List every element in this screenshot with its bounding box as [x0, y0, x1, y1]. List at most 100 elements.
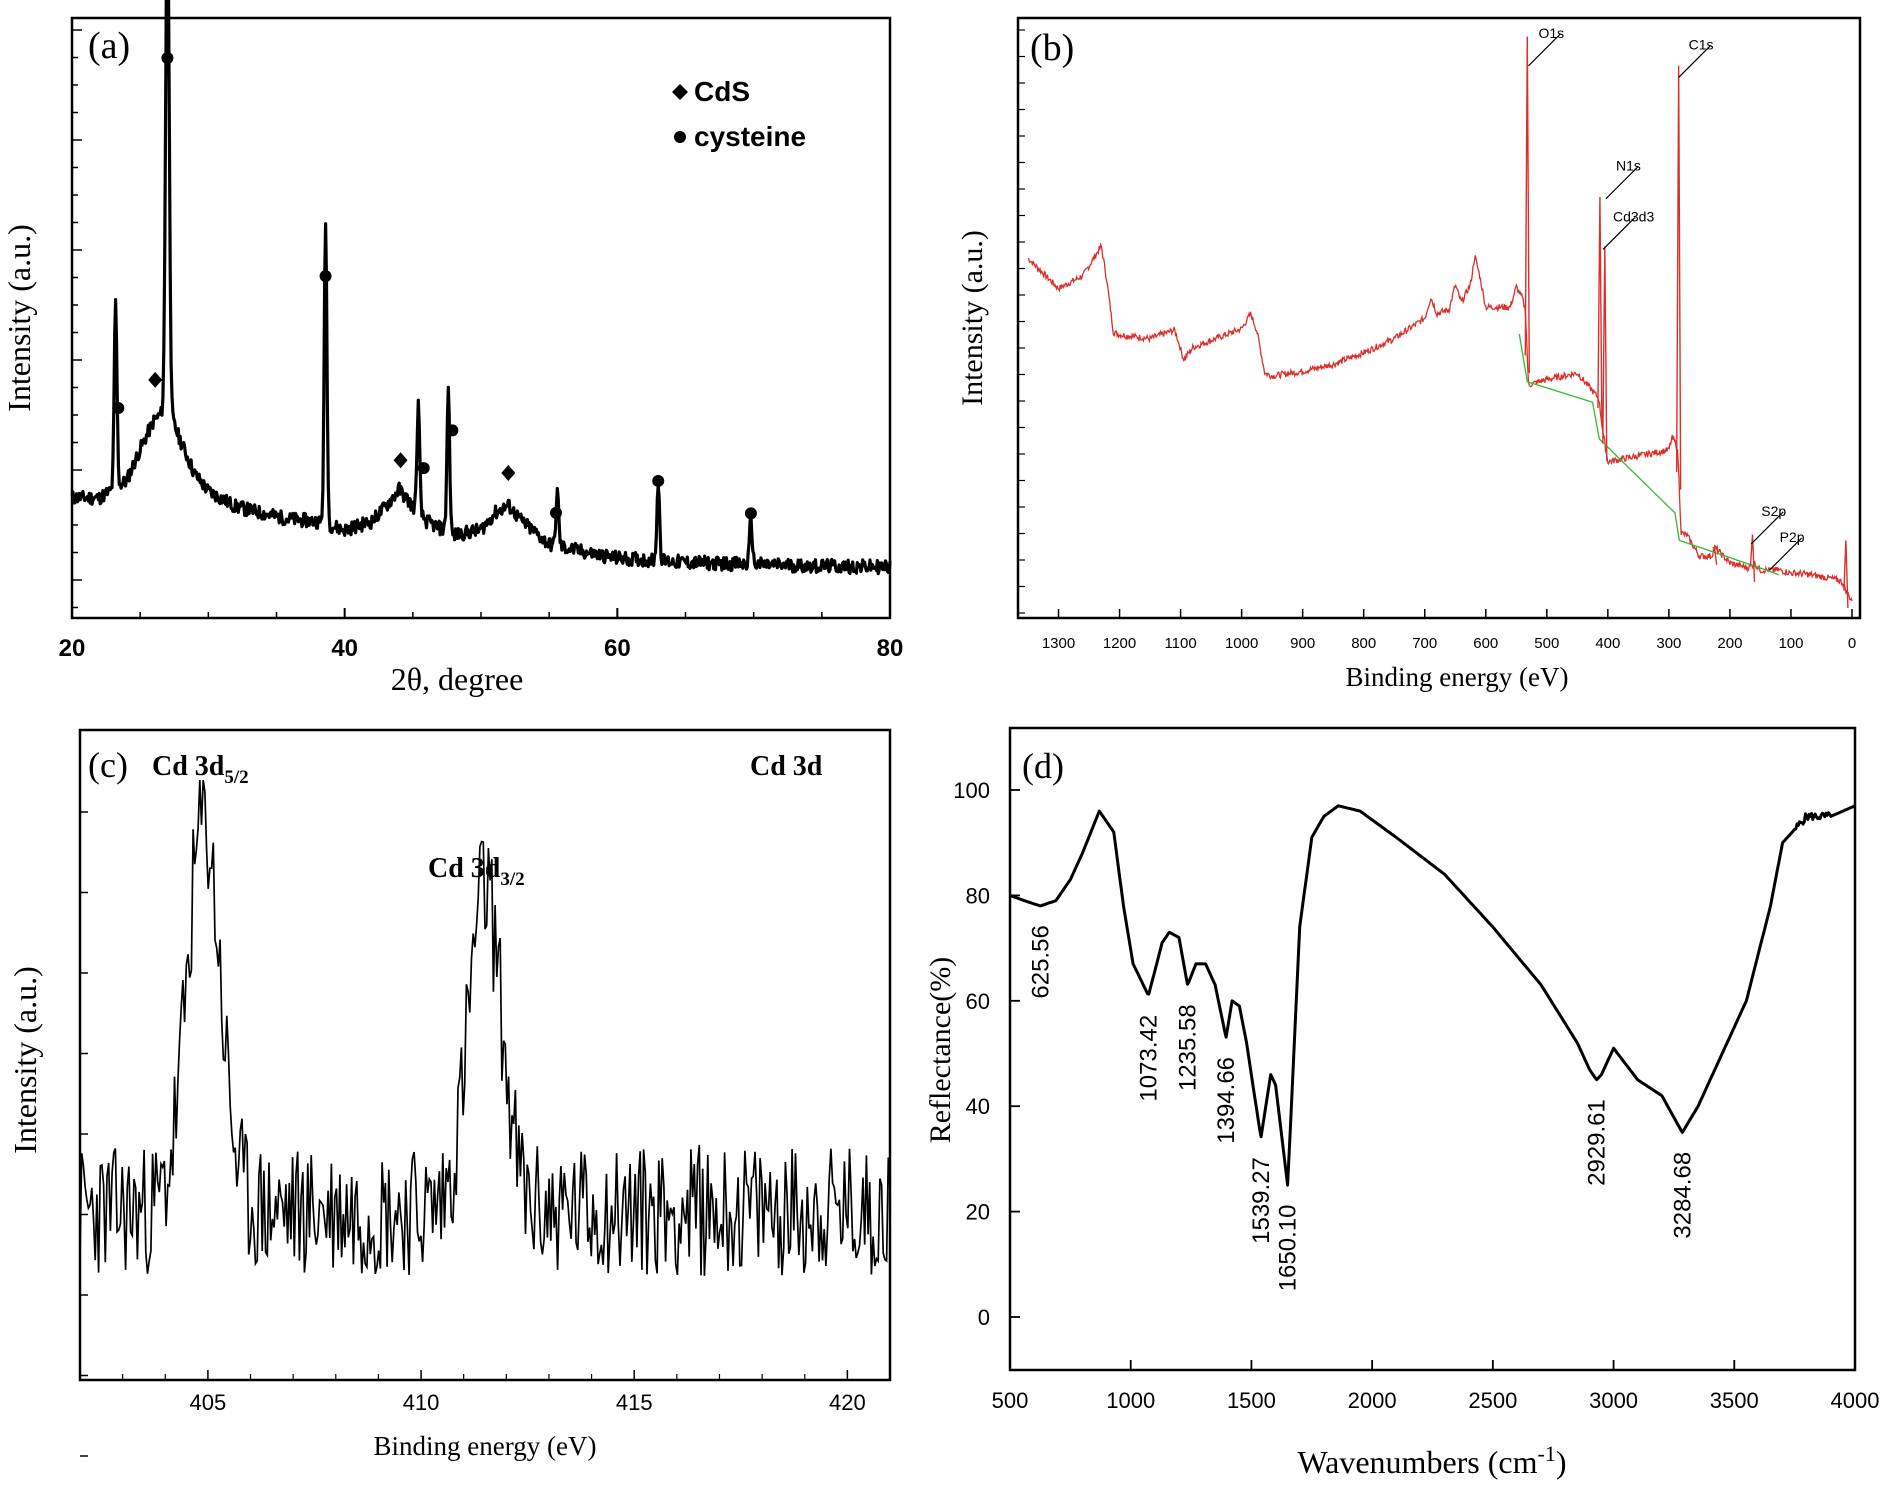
x-tick-label: 1100	[1164, 635, 1196, 652]
peak-annotation: C1s	[1689, 36, 1714, 52]
x-tick-label: 410	[403, 1390, 440, 1415]
cysteine-marker	[549, 506, 562, 519]
cysteine-marker	[319, 270, 332, 283]
panel-d: 0 20 40 60 80 100 500 1000 1500 2000 2500 3000 3500 4…	[924, 726, 1880, 1480]
annotation-leader	[1769, 537, 1803, 571]
xps-survey-trace	[1027, 242, 1853, 602]
xps-peak	[1602, 246, 1608, 461]
panel-c-frame	[78, 728, 892, 1382]
y-tick-label: 60	[966, 989, 990, 1014]
x-tick-label: 3500	[1710, 1388, 1759, 1413]
peak-wavenumber-label: 1539.27	[1248, 1157, 1275, 1244]
x-tick-label: 1200	[1103, 635, 1136, 652]
panel-b: 1300 1200 1100 1000 900 800 700 600 500 400 300 200…	[956, 16, 1862, 692]
xrd-trace	[70, 0, 892, 576]
x-tick-label: 2500	[1468, 1388, 1517, 1413]
chart-title: Cd 3d	[750, 751, 823, 782]
peak-wavenumber-label: 1394.66	[1213, 1057, 1240, 1144]
x-tick-label: 500	[1534, 635, 1559, 652]
cd3d-trace	[79, 779, 891, 1276]
panel-label: (a)	[88, 25, 130, 67]
peak-wavenumber-label: 3284.68	[1669, 1152, 1696, 1239]
x-tick-label: 1500	[1227, 1388, 1276, 1413]
xps-peak	[1843, 540, 1849, 609]
xps-green-trace	[1518, 333, 1780, 576]
y-tick-label: 0	[978, 1305, 990, 1330]
peak-annotation: S2p	[1761, 503, 1786, 519]
panel-c: 405 410 415 420(c) Cd 3d5/2Cd 3d3/2Cd 3dBind…	[7, 728, 892, 1461]
annotation-leader	[1602, 217, 1636, 250]
panel-a: 20 40 60 80 (a) 2θ, degree Intensity (a.u.) CdS…	[1, 0, 903, 697]
x-tick-label: 415	[616, 1390, 653, 1415]
peak-annotation: O1s	[1539, 25, 1565, 41]
peak-annotation: Cd3d3	[1613, 208, 1654, 224]
cysteine-marker	[744, 507, 757, 520]
y-axis-label: Intensity (a.u.)	[1, 224, 37, 412]
annotation-leader	[1750, 511, 1784, 545]
x-tick-label: 1000	[1225, 635, 1258, 652]
panel-d-frame	[1008, 726, 1857, 1372]
panel-label: (c)	[88, 745, 128, 785]
x-tick-label: 405	[190, 1390, 227, 1415]
x-axis-label: 2θ, degree	[391, 661, 524, 697]
cds-marker	[393, 452, 408, 469]
cds-marker	[501, 464, 516, 481]
peak-wavenumber-label: 625.56	[1027, 925, 1054, 998]
cysteine-marker	[417, 462, 430, 475]
x-tick-label: 80	[877, 635, 904, 662]
legend-label: cysteine	[694, 121, 806, 152]
peak-annotation: N1s	[1616, 158, 1641, 174]
x-tick-label: 4000	[1831, 1388, 1880, 1413]
xps-peak	[1749, 534, 1756, 583]
cysteine-marker	[652, 474, 665, 487]
x-tick-label: 0	[1848, 635, 1856, 652]
x-tick-label: 800	[1351, 635, 1376, 652]
y-axis-label: Intensity (a.u.)	[956, 230, 989, 406]
y-tick-label: 20	[966, 1200, 990, 1225]
cysteine-marker	[446, 424, 459, 437]
peak-label-3d32: Cd 3d3/2	[428, 853, 525, 890]
legend-circle-marker	[674, 131, 686, 143]
peak-wavenumber-label: 1235.58	[1175, 1004, 1202, 1091]
x-tick-label: 500	[992, 1388, 1029, 1413]
x-tick-label: 3000	[1589, 1388, 1638, 1413]
cysteine-marker	[112, 402, 125, 415]
annotation-leader	[1678, 45, 1712, 78]
peak-wavenumber-label: 2929.61	[1584, 1099, 1611, 1186]
ftir-trace	[1009, 804, 1856, 1187]
panel-b-frame	[1016, 16, 1862, 620]
y-tick-label: 100	[953, 778, 990, 803]
legend-diamond-marker	[672, 84, 688, 100]
xps-peak	[1524, 36, 1530, 373]
legend-label: CdS	[694, 76, 750, 107]
peak-wavenumber-label: 1650.10	[1275, 1205, 1302, 1292]
x-axis-label: Binding energy (eV)	[374, 1431, 597, 1461]
x-tick-label: 900	[1290, 635, 1315, 652]
xps-peak	[1597, 196, 1603, 426]
x-axis-label-end: )	[1556, 1444, 1567, 1480]
xps-peak	[1675, 65, 1682, 490]
x-tick-label: 60	[604, 635, 631, 662]
x-tick-label: 400	[1595, 635, 1620, 652]
x-tick-label: 700	[1412, 635, 1437, 652]
xps-peak	[1712, 546, 1718, 565]
x-tick-label: 420	[829, 1390, 866, 1415]
peak-label-subscript: 5/2	[224, 767, 248, 788]
x-tick-label: 1000	[1106, 1388, 1155, 1413]
x-tick-label: 600	[1473, 635, 1498, 652]
x-tick-label: 40	[331, 635, 358, 662]
x-axis-label: Wavenumbers (cm-1)	[1298, 1441, 1567, 1480]
x-axis-label: Binding energy (eV)	[1346, 662, 1569, 692]
y-tick-label: 40	[966, 1094, 990, 1119]
x-tick-label: 100	[1778, 635, 1803, 652]
x-tick-label: 200	[1717, 635, 1742, 652]
y-axis-label: Reflectance(%)	[924, 957, 957, 1144]
annotation-leader	[1605, 166, 1639, 200]
cds-marker	[148, 371, 163, 388]
annotation-leader	[1528, 33, 1561, 67]
y-tick-label: 80	[966, 883, 990, 908]
y-axis-label: Intensity (a.u.)	[7, 966, 43, 1154]
panel-label: (d)	[1022, 746, 1064, 786]
x-tick-label: 20	[59, 635, 86, 662]
